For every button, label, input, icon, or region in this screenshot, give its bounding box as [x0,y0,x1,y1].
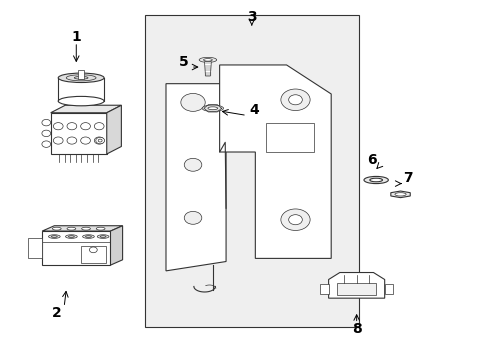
Polygon shape [58,78,104,101]
Ellipse shape [67,227,76,230]
Ellipse shape [203,59,212,61]
Circle shape [184,211,202,224]
Polygon shape [328,273,384,298]
Circle shape [288,95,302,105]
Ellipse shape [68,236,74,238]
Polygon shape [319,284,328,293]
Ellipse shape [96,227,105,230]
Circle shape [89,247,97,253]
Text: 2: 2 [52,306,61,320]
Polygon shape [219,65,330,258]
Polygon shape [110,226,122,265]
Text: 3: 3 [246,10,256,24]
Text: 1: 1 [71,30,81,44]
Ellipse shape [85,236,91,238]
Circle shape [280,209,309,230]
Bar [51,113,106,154]
Polygon shape [266,123,314,152]
Text: 8: 8 [351,322,361,336]
Circle shape [184,158,202,171]
Circle shape [94,137,104,144]
Circle shape [67,137,77,144]
Text: 6: 6 [366,153,376,167]
Ellipse shape [51,236,57,238]
Circle shape [53,137,63,144]
Polygon shape [165,84,225,271]
Ellipse shape [82,235,94,238]
Circle shape [288,215,302,225]
Bar [28,238,42,258]
Ellipse shape [202,105,223,112]
Polygon shape [106,105,121,154]
Circle shape [42,120,51,126]
Polygon shape [390,191,409,198]
Polygon shape [204,62,211,76]
Ellipse shape [199,57,216,62]
Text: 7: 7 [402,171,412,185]
Circle shape [280,89,309,111]
Bar [144,15,358,327]
Polygon shape [42,226,122,231]
Ellipse shape [100,236,106,238]
Circle shape [81,137,90,144]
Circle shape [94,123,104,130]
Bar [42,231,110,265]
Ellipse shape [74,76,88,79]
Circle shape [81,123,90,130]
Circle shape [53,123,63,130]
Ellipse shape [81,227,90,230]
Bar [78,70,84,78]
Circle shape [98,139,102,142]
Ellipse shape [65,235,77,238]
Ellipse shape [52,227,61,230]
Polygon shape [384,284,393,293]
Circle shape [42,141,51,147]
Circle shape [181,94,205,111]
Ellipse shape [48,235,60,238]
Bar [81,246,105,264]
Polygon shape [336,283,375,295]
Ellipse shape [58,96,104,106]
Ellipse shape [369,178,382,182]
Polygon shape [51,105,121,113]
Ellipse shape [66,75,96,81]
Ellipse shape [207,107,217,110]
Ellipse shape [58,73,104,82]
Ellipse shape [394,193,406,196]
Circle shape [67,123,77,130]
Text: 5: 5 [178,55,188,69]
Ellipse shape [97,235,109,238]
Text: 4: 4 [249,103,259,117]
Ellipse shape [363,176,387,184]
Circle shape [42,130,51,136]
Circle shape [96,137,104,144]
